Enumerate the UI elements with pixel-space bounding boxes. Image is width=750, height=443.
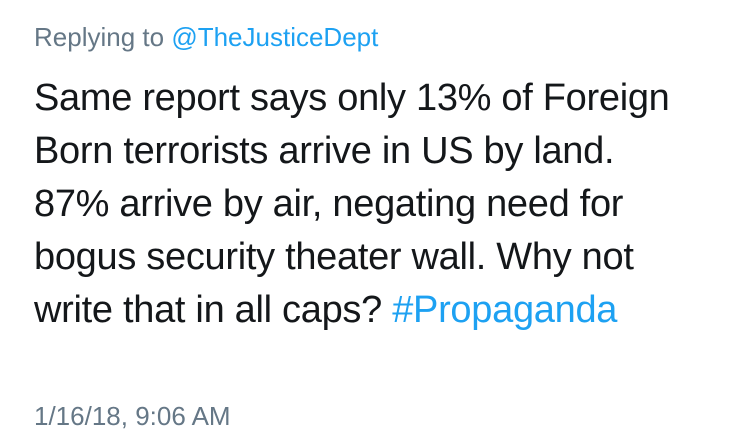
mention-link[interactable]: @TheJusticeDept: [171, 22, 379, 52]
hashtag-link[interactable]: #Propaganda: [392, 289, 618, 331]
tweet-text-line: Born terrorists arrive in US by land.: [34, 130, 615, 172]
replying-to-line: Replying to @TheJusticeDept: [34, 20, 378, 54]
tweet-text-line: 87% arrive by air, negating need for: [34, 183, 624, 225]
tweet-text-last-line: write that in all caps? #Propaganda: [34, 284, 734, 337]
tweet-text-line: Same report says only 13% of Foreign: [34, 77, 670, 119]
tweet-text-line: write that in all caps?: [34, 289, 393, 331]
replying-to-label: Replying to: [34, 22, 165, 52]
tweet-text-line: bogus security theater wall. Why not: [34, 236, 634, 278]
tweet-timestamp[interactable]: 1/16/18, 9:06 AM: [34, 401, 231, 431]
tweet-text: Same report says only 13% of Foreign Bor…: [34, 72, 734, 337]
tweet-detail: Replying to @TheJusticeDept Same report …: [34, 0, 734, 443]
